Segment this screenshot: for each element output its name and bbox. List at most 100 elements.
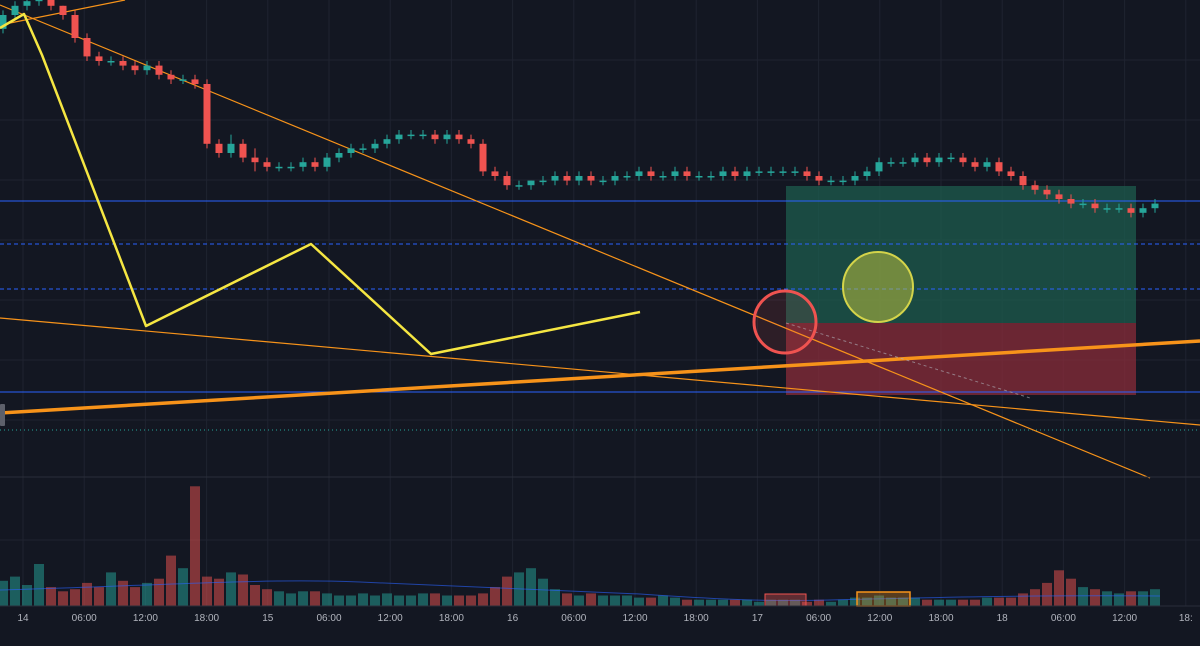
candle[interactable]	[611, 171, 619, 186]
candle[interactable]	[299, 157, 307, 172]
candle[interactable]	[1115, 203, 1123, 213]
candle[interactable]	[251, 148, 259, 172]
candle[interactable]	[275, 162, 283, 172]
candle[interactable]	[899, 157, 907, 167]
candle[interactable]	[503, 171, 511, 190]
candle[interactable]	[23, 0, 31, 11]
candle[interactable]	[1043, 185, 1051, 199]
candle[interactable]	[599, 176, 607, 186]
support-trendline-thick[interactable]	[0, 339, 1200, 415]
candle[interactable]	[839, 176, 847, 186]
volume-highlight-red[interactable]	[764, 593, 807, 607]
candle[interactable]	[767, 166, 775, 176]
candle[interactable]	[743, 166, 751, 181]
candle[interactable]	[95, 51, 103, 66]
candle[interactable]	[923, 153, 931, 167]
candle[interactable]	[1079, 199, 1087, 209]
candle[interactable]	[467, 134, 475, 149]
candle[interactable]	[863, 166, 871, 181]
lower-channel-line[interactable]	[0, 317, 1200, 426]
candle[interactable]	[239, 139, 247, 163]
candle[interactable]	[623, 171, 631, 181]
candle[interactable]	[983, 157, 991, 172]
candle[interactable]	[263, 157, 271, 172]
candle[interactable]	[527, 180, 535, 190]
candle[interactable]	[1067, 194, 1075, 209]
candle[interactable]	[971, 157, 979, 172]
candle[interactable]	[683, 166, 691, 181]
candle[interactable]	[575, 171, 583, 186]
candle[interactable]	[815, 171, 823, 186]
candle[interactable]	[947, 153, 955, 163]
candle[interactable]	[35, 0, 43, 6]
candle[interactable]	[1055, 189, 1063, 204]
candle[interactable]	[371, 139, 379, 153]
candle[interactable]	[587, 171, 595, 186]
candle[interactable]	[167, 70, 175, 84]
candle[interactable]	[131, 61, 139, 75]
candle[interactable]	[119, 56, 127, 71]
candle[interactable]	[83, 33, 91, 61]
candle[interactable]	[491, 166, 499, 181]
candle[interactable]	[395, 130, 403, 144]
pattern-zigzag[interactable]	[0, 12, 641, 356]
candle[interactable]	[1019, 171, 1027, 190]
volume-highlight-orange[interactable]	[856, 591, 911, 607]
candle[interactable]	[1127, 203, 1135, 218]
candle[interactable]	[779, 166, 787, 176]
candle[interactable]	[515, 180, 523, 190]
candle[interactable]	[539, 176, 547, 186]
candle[interactable]	[827, 176, 835, 186]
candle[interactable]	[635, 166, 643, 181]
candle[interactable]	[563, 171, 571, 186]
candle[interactable]	[995, 157, 1003, 176]
candle[interactable]	[0, 10, 7, 34]
candle[interactable]	[719, 166, 727, 181]
candle[interactable]	[455, 130, 463, 144]
candle[interactable]	[731, 166, 739, 181]
candle[interactable]	[215, 139, 223, 158]
candle[interactable]	[323, 153, 331, 172]
candle[interactable]	[143, 61, 151, 75]
candle[interactable]	[383, 134, 391, 149]
candle[interactable]	[1031, 180, 1039, 195]
candle[interactable]	[431, 130, 439, 144]
candle[interactable]	[1007, 166, 1015, 181]
candle[interactable]	[803, 166, 811, 181]
candle[interactable]	[659, 171, 667, 181]
candle[interactable]	[959, 153, 967, 167]
candle[interactable]	[695, 171, 703, 181]
candle[interactable]	[935, 153, 943, 167]
candle[interactable]	[647, 166, 655, 181]
candle[interactable]	[755, 166, 763, 176]
candle[interactable]	[1103, 203, 1111, 213]
candle[interactable]	[443, 130, 451, 144]
candle[interactable]	[671, 166, 679, 181]
candle[interactable]	[227, 134, 235, 158]
candle[interactable]	[335, 148, 343, 163]
candle[interactable]	[851, 171, 859, 186]
candle[interactable]	[551, 171, 559, 186]
candle[interactable]	[791, 166, 799, 176]
candle[interactable]	[347, 143, 355, 158]
candle[interactable]	[155, 61, 163, 80]
candle[interactable]	[407, 130, 415, 140]
candle[interactable]	[419, 130, 427, 140]
candle[interactable]	[71, 10, 79, 43]
candle[interactable]	[1139, 203, 1147, 218]
candle[interactable]	[179, 74, 187, 84]
candle[interactable]	[191, 74, 199, 89]
target-marker-circle[interactable]	[842, 251, 914, 323]
candle[interactable]	[875, 157, 883, 176]
candle[interactable]	[203, 79, 211, 149]
candle[interactable]	[47, 0, 55, 11]
candle[interactable]	[11, 1, 19, 20]
candle[interactable]	[59, 5, 67, 20]
projection-dashed-line[interactable]	[785, 322, 1031, 399]
candle[interactable]	[707, 171, 715, 181]
entry-marker-circle[interactable]	[752, 289, 818, 355]
candle[interactable]	[887, 157, 895, 167]
candle[interactable]	[311, 157, 319, 172]
price-scale-handle[interactable]	[0, 404, 5, 426]
